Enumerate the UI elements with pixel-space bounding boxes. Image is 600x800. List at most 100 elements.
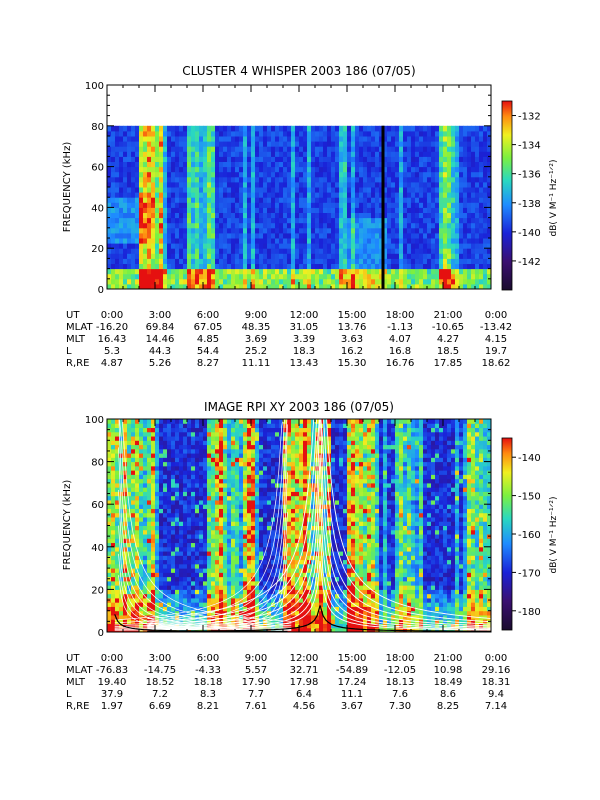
ephemeris-value: 15.30 <box>338 358 367 369</box>
spectrogram-cell <box>183 606 188 612</box>
spectrogram-cell <box>227 202 232 208</box>
spectrogram-cell <box>151 593 156 599</box>
spectrogram-cell <box>367 243 372 249</box>
spectrogram-cell <box>195 227 200 234</box>
spectrogram-cell <box>159 525 164 531</box>
spectrogram-cell <box>203 572 208 578</box>
spectrogram-cell <box>419 187 424 193</box>
spectrogram-cell <box>307 278 312 285</box>
spectrogram-cell <box>367 212 372 219</box>
spectrogram-cell <box>227 197 232 203</box>
spectrogram-cell <box>467 171 472 178</box>
spectrogram-cell <box>163 516 168 522</box>
spectrogram-cell <box>139 572 144 578</box>
spectrogram-cell <box>123 248 128 254</box>
spectrogram-cell <box>311 146 316 152</box>
spectrogram-cell <box>155 470 160 475</box>
spectrogram-cell <box>243 474 248 480</box>
spectrogram-cell <box>199 602 204 607</box>
spectrogram-cell <box>331 166 336 173</box>
spectrogram-cell <box>183 278 188 285</box>
spectrogram-cell <box>215 525 220 531</box>
spectrogram-cell <box>415 130 420 137</box>
spectrogram-cell <box>287 171 292 178</box>
spectrogram-cell <box>347 202 352 208</box>
spectrogram-cell <box>151 283 156 289</box>
spectrogram-cell <box>143 461 148 467</box>
spectrogram-cell <box>259 263 264 270</box>
spectrogram-cell <box>407 268 412 275</box>
spectrogram-cell <box>379 141 384 147</box>
spectrogram-cell <box>367 248 372 254</box>
spectrogram-cell <box>331 176 336 183</box>
spectrogram-cell <box>315 283 320 289</box>
spectrogram-cell <box>227 491 232 497</box>
colorbar-tick-label: -136 <box>518 170 541 181</box>
spectrogram-cell <box>215 474 220 480</box>
ephemeris-value: 13.43 <box>290 358 319 369</box>
spectrogram-cell <box>239 482 244 488</box>
spectrogram-cell <box>443 227 448 234</box>
spectrogram-cell <box>147 461 152 467</box>
spectrogram-cell <box>207 602 212 607</box>
spectrogram-cell <box>183 512 188 518</box>
spectrogram-cell <box>379 161 384 168</box>
spectrogram-cell <box>359 181 364 188</box>
spectrogram-cell <box>215 187 220 193</box>
spectrogram-cell <box>219 125 224 132</box>
spectrogram-cell <box>227 542 232 548</box>
spectrogram-cell <box>351 192 356 198</box>
spectrogram-cell <box>111 253 116 259</box>
spectrogram-cell <box>207 263 212 270</box>
ephemeris-value: 18.62 <box>482 358 511 369</box>
spectrogram-cell <box>311 258 316 264</box>
spectrogram-cell <box>295 248 300 254</box>
spectrogram-cell <box>291 278 296 285</box>
spectrogram-cell <box>119 166 124 173</box>
spectrogram-cell <box>175 268 180 275</box>
spectrogram-cell <box>155 227 160 234</box>
spectrogram-cell <box>379 232 384 239</box>
spectrogram-cell <box>195 580 200 586</box>
spectrogram-cell <box>475 125 480 132</box>
spectrogram-cell <box>127 243 132 249</box>
spectrogram-cell <box>351 146 356 152</box>
spectrogram-cell <box>107 474 112 480</box>
spectrogram-cell <box>475 151 480 157</box>
spectrogram-cell <box>115 278 120 285</box>
spectrogram-cell <box>471 181 476 188</box>
spectrogram-cell <box>467 176 472 183</box>
spectrogram-cell <box>159 125 164 132</box>
spectrogram-cell <box>307 181 312 188</box>
spectrogram-cell <box>115 542 120 548</box>
spectrogram-cell <box>383 156 388 162</box>
spectrogram-cell <box>111 263 116 270</box>
spectrogram-cell <box>255 125 260 132</box>
colorbar-tick-label: -134 <box>518 141 541 152</box>
spectrogram-cell <box>419 176 424 183</box>
spectrogram-cell <box>223 563 228 569</box>
spectrogram-cell <box>327 217 332 224</box>
spectrogram-cell <box>239 563 244 569</box>
spectrogram-cell <box>147 482 152 488</box>
spectrogram-cell <box>443 146 448 152</box>
spectrogram-cell <box>355 212 360 219</box>
spectrogram-cell <box>123 227 128 234</box>
spectrogram-cell <box>171 181 176 188</box>
spectrogram-cell <box>295 243 300 249</box>
spectrogram-cell <box>487 176 491 183</box>
spectrogram-cell <box>203 431 208 437</box>
spectrogram-cell <box>291 232 296 239</box>
spectrogram-cell <box>163 166 168 173</box>
spectrogram-cell <box>211 222 216 229</box>
spectrogram-cell <box>243 187 248 193</box>
spectrogram-cell <box>227 525 232 531</box>
spectrogram-cell <box>135 572 140 578</box>
spectrogram-cell <box>227 597 232 603</box>
spectrogram-cell <box>295 217 300 224</box>
spectrogram-cell <box>215 516 220 522</box>
spectrogram-cell <box>371 130 376 137</box>
spectrogram-cell <box>251 125 256 132</box>
spectrogram-cell <box>259 283 264 289</box>
spectrogram-cell <box>255 222 260 229</box>
